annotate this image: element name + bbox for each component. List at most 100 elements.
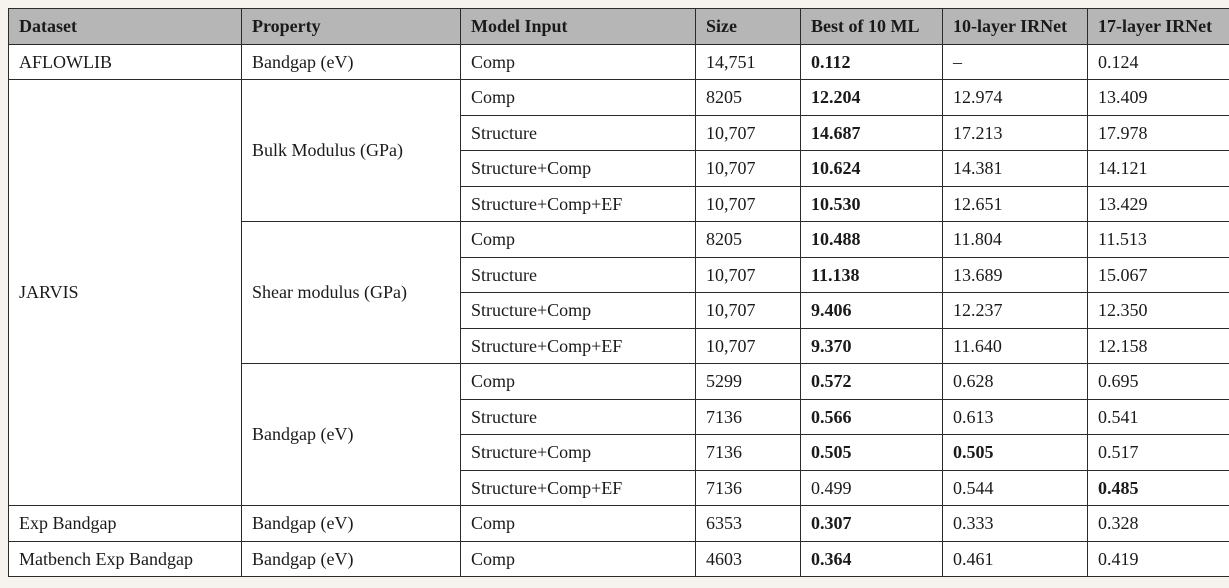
irnet-10-cell: – (943, 44, 1088, 80)
size-cell: 6353 (696, 506, 801, 542)
column-header: 17-layer IRNet (1088, 9, 1229, 45)
table-body: AFLOWLIBBandgap (eV)Comp14,7510.112–0.12… (9, 44, 1229, 577)
best-of-10-ml-cell: 10.488 (801, 222, 943, 258)
irnet-10-cell: 12.974 (943, 80, 1088, 116)
irnet-17-cell: 12.350 (1088, 293, 1229, 329)
column-header: Size (696, 9, 801, 45)
irnet-17-cell: 15.067 (1088, 257, 1229, 293)
column-header: Property (242, 9, 461, 45)
column-header: 10-layer IRNet (943, 9, 1088, 45)
size-cell: 10,707 (696, 151, 801, 187)
model-input-cell: Structure (461, 399, 696, 435)
irnet-17-cell: 0.419 (1088, 541, 1229, 577)
model-input-cell: Structure+Comp (461, 293, 696, 329)
irnet-17-cell: 14.121 (1088, 151, 1229, 187)
results-table: DatasetPropertyModel InputSizeBest of 10… (8, 8, 1229, 577)
irnet-17-cell: 0.517 (1088, 435, 1229, 471)
irnet-17-cell: 13.429 (1088, 186, 1229, 222)
irnet-10-cell: 14.381 (943, 151, 1088, 187)
size-cell: 8205 (696, 80, 801, 116)
best-of-10-ml-cell: 0.505 (801, 435, 943, 471)
size-cell: 10,707 (696, 293, 801, 329)
model-input-cell: Comp (461, 222, 696, 258)
table-header-row: DatasetPropertyModel InputSizeBest of 10… (9, 9, 1229, 45)
size-cell: 4603 (696, 541, 801, 577)
model-input-cell: Structure (461, 257, 696, 293)
property-cell: Bandgap (eV) (242, 364, 461, 506)
property-cell: Bulk Modulus (GPa) (242, 80, 461, 222)
size-cell: 7136 (696, 435, 801, 471)
model-input-cell: Comp (461, 364, 696, 400)
irnet-10-cell: 17.213 (943, 115, 1088, 151)
size-cell: 10,707 (696, 257, 801, 293)
irnet-17-cell: 0.541 (1088, 399, 1229, 435)
property-cell: Bandgap (eV) (242, 506, 461, 542)
dataset-cell: Exp Bandgap (9, 506, 242, 542)
best-of-10-ml-cell: 12.204 (801, 80, 943, 116)
size-cell: 7136 (696, 399, 801, 435)
dataset-cell: Matbench Exp Bandgap (9, 541, 242, 577)
irnet-17-cell: 0.124 (1088, 44, 1229, 80)
model-input-cell: Structure+Comp (461, 151, 696, 187)
irnet-10-cell: 0.461 (943, 541, 1088, 577)
irnet-10-cell: 13.689 (943, 257, 1088, 293)
table-row: AFLOWLIBBandgap (eV)Comp14,7510.112–0.12… (9, 44, 1229, 80)
irnet-10-cell: 12.237 (943, 293, 1088, 329)
irnet-17-cell: 0.328 (1088, 506, 1229, 542)
model-input-cell: Comp (461, 44, 696, 80)
table-header: DatasetPropertyModel InputSizeBest of 10… (9, 9, 1229, 45)
model-input-cell: Comp (461, 80, 696, 116)
best-of-10-ml-cell: 0.566 (801, 399, 943, 435)
irnet-17-cell: 0.695 (1088, 364, 1229, 400)
size-cell: 5299 (696, 364, 801, 400)
model-input-cell: Comp (461, 506, 696, 542)
best-of-10-ml-cell: 9.406 (801, 293, 943, 329)
irnet-17-cell: 17.978 (1088, 115, 1229, 151)
size-cell: 10,707 (696, 186, 801, 222)
column-header: Best of 10 ML (801, 9, 943, 45)
irnet-17-cell: 11.513 (1088, 222, 1229, 258)
irnet-10-cell: 11.804 (943, 222, 1088, 258)
results-table-container: DatasetPropertyModel InputSizeBest of 10… (0, 0, 1229, 588)
size-cell: 14,751 (696, 44, 801, 80)
dataset-cell: AFLOWLIB (9, 44, 242, 80)
model-input-cell: Structure+Comp (461, 435, 696, 471)
best-of-10-ml-cell: 14.687 (801, 115, 943, 151)
best-of-10-ml-cell: 0.499 (801, 470, 943, 506)
best-of-10-ml-cell: 10.530 (801, 186, 943, 222)
irnet-10-cell: 0.505 (943, 435, 1088, 471)
irnet-10-cell: 0.613 (943, 399, 1088, 435)
property-cell: Shear modulus (GPa) (242, 222, 461, 364)
irnet-10-cell: 11.640 (943, 328, 1088, 364)
model-input-cell: Comp (461, 541, 696, 577)
size-cell: 10,707 (696, 328, 801, 364)
property-cell: Bandgap (eV) (242, 541, 461, 577)
table-row: Exp BandgapBandgap (eV)Comp63530.3070.33… (9, 506, 1229, 542)
column-header: Model Input (461, 9, 696, 45)
irnet-17-cell: 13.409 (1088, 80, 1229, 116)
table-row: JARVISBulk Modulus (GPa)Comp820512.20412… (9, 80, 1229, 116)
irnet-10-cell: 0.544 (943, 470, 1088, 506)
model-input-cell: Structure (461, 115, 696, 151)
irnet-10-cell: 0.333 (943, 506, 1088, 542)
best-of-10-ml-cell: 10.624 (801, 151, 943, 187)
model-input-cell: Structure+Comp+EF (461, 186, 696, 222)
property-cell: Bandgap (eV) (242, 44, 461, 80)
irnet-17-cell: 12.158 (1088, 328, 1229, 364)
irnet-10-cell: 12.651 (943, 186, 1088, 222)
dataset-cell: JARVIS (9, 80, 242, 506)
best-of-10-ml-cell: 0.307 (801, 506, 943, 542)
size-cell: 8205 (696, 222, 801, 258)
table-row: Matbench Exp BandgapBandgap (eV)Comp4603… (9, 541, 1229, 577)
best-of-10-ml-cell: 0.572 (801, 364, 943, 400)
irnet-17-cell: 0.485 (1088, 470, 1229, 506)
model-input-cell: Structure+Comp+EF (461, 328, 696, 364)
model-input-cell: Structure+Comp+EF (461, 470, 696, 506)
best-of-10-ml-cell: 0.364 (801, 541, 943, 577)
size-cell: 10,707 (696, 115, 801, 151)
best-of-10-ml-cell: 11.138 (801, 257, 943, 293)
column-header: Dataset (9, 9, 242, 45)
best-of-10-ml-cell: 0.112 (801, 44, 943, 80)
best-of-10-ml-cell: 9.370 (801, 328, 943, 364)
irnet-10-cell: 0.628 (943, 364, 1088, 400)
